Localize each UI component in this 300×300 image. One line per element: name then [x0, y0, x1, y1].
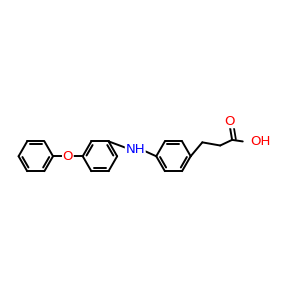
Text: NH: NH — [125, 143, 145, 156]
Text: OH: OH — [250, 135, 270, 148]
Text: O: O — [63, 150, 73, 163]
Text: O: O — [224, 115, 235, 128]
